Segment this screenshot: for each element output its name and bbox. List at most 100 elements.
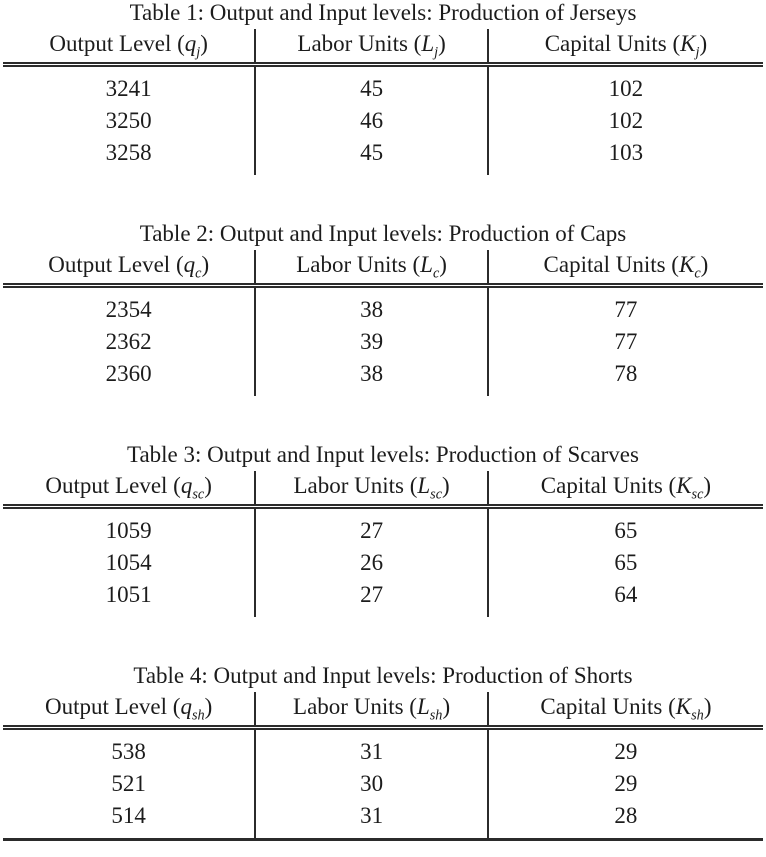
table-body: 538 31 29 521 30 29 514 31 28 (3, 727, 763, 840)
column-header-symbol: K (675, 694, 692, 719)
table-cell: 3250 (105, 108, 152, 133)
table-cell: 77 (486, 325, 763, 357)
column-header-symbol: L (417, 473, 431, 498)
column-header-symbol: K (676, 473, 692, 498)
table-row: 3250 46 102 (3, 104, 763, 136)
table-cell: 78 (486, 357, 763, 396)
column-header: Labor Units (Lsh) (254, 692, 488, 730)
table-row: 1059 27 65 (3, 506, 763, 546)
column-header-label: Output Level ( (45, 694, 181, 719)
column-header-paren: ) (699, 31, 708, 56)
column-header: Labor Units (Lj) (254, 29, 488, 67)
table-cell: 28 (486, 799, 763, 840)
column-header: Capital Units (Kc) (486, 250, 763, 288)
data-table: Output Level (qsc) Labor Units (Lsc) Capit… (3, 471, 763, 617)
table-row: 1054 26 65 (3, 546, 763, 578)
table-cell: 1051 (105, 582, 152, 607)
tables-container: Table 1: Output and Input levels: Produc… (3, 0, 763, 841)
column-header-label: Capital Units ( (540, 473, 677, 498)
table-cell: 64 (486, 578, 763, 617)
column-header-paren: ) (200, 31, 208, 56)
table-cell: 65 (486, 506, 763, 546)
column-header-label: Output Level ( (48, 252, 184, 277)
table-cell: 1059 (105, 518, 152, 543)
data-table: Output Level (qc) Labor Units (Lc) Capital… (3, 250, 763, 396)
table-caption: Table 3: Output and Input levels: Produc… (127, 442, 639, 467)
column-header: Labor Units (Lsc) (254, 471, 488, 509)
column-header-symbol: q (184, 31, 197, 56)
table-cell: 45 (254, 64, 488, 104)
column-header-label: Capital Units ( (544, 31, 681, 56)
column-header: Output Level (qj) (3, 29, 256, 67)
table-cell: 27 (254, 578, 488, 617)
table-cell: 38 (254, 357, 488, 396)
header-row: Output Level (qc) Labor Units (Lc) Capital… (3, 250, 763, 288)
column-header: Capital Units (Ksc) (486, 471, 763, 509)
table-cell: 65 (486, 546, 763, 578)
table-cell: 26 (254, 546, 488, 578)
table-cell: 2362 (105, 329, 152, 354)
column-header-label: Output Level ( (49, 31, 185, 56)
column-header-label: Capital Units ( (543, 252, 679, 277)
column-header-subscript: j (434, 44, 439, 61)
table-cell: 1054 (105, 550, 152, 575)
column-header-label: Labor Units ( (296, 252, 421, 277)
table-block: Table 2: Output and Input levels: Produc… (3, 221, 763, 396)
table-cell: 27 (254, 506, 488, 546)
table-caption: Table 1: Output and Input levels: Produc… (129, 0, 637, 25)
table-body: 2354 38 77 2362 39 77 2360 38 78 (3, 285, 763, 396)
column-header-symbol: L (421, 31, 435, 56)
table-cell: 103 (486, 136, 763, 175)
column-header-symbol: q (180, 694, 192, 719)
table-body: 1059 27 65 1054 26 65 1051 27 64 (3, 506, 763, 617)
table-body: 3241 45 102 3250 46 102 3258 45 103 (3, 64, 763, 175)
header-row: Output Level (qj) Labor Units (Lj) Capital… (3, 29, 763, 67)
column-header-symbol: q (183, 252, 196, 277)
table-row: 1051 27 64 (3, 578, 763, 617)
column-header-subscript: c (195, 265, 202, 282)
table-cell: 31 (254, 727, 488, 767)
column-header-symbol: L (420, 252, 433, 277)
column-header-label: Labor Units ( (293, 694, 417, 719)
column-header-subscript: c (694, 265, 701, 282)
table-row: 3241 45 102 (3, 64, 763, 104)
table-row: 538 31 29 (3, 727, 763, 767)
column-header-subscript: sc (192, 486, 205, 503)
column-header: Output Level (qc) (3, 250, 256, 288)
table-cell: 3241 (105, 76, 152, 101)
table-cell: 3258 (105, 140, 152, 165)
table-cell: 2360 (105, 361, 152, 386)
column-header-symbol: q (180, 473, 193, 498)
column-header: Capital Units (Ksh) (486, 692, 763, 730)
column-header: Labor Units (Lc) (254, 250, 488, 288)
column-header-subscript: sh (191, 707, 205, 724)
column-header-paren: ) (439, 252, 447, 277)
table-caption: Table 4: Output and Input levels: Produc… (133, 663, 633, 688)
column-header: Capital Units (Kj) (486, 29, 763, 67)
table-block: Table 1: Output and Input levels: Produc… (3, 0, 763, 175)
table-cell: 45 (254, 136, 488, 175)
table-cell: 77 (486, 285, 763, 325)
column-header-paren: ) (703, 473, 712, 498)
column-header-subscript: c (432, 265, 440, 282)
column-header-subscript: sc (691, 486, 704, 503)
table-row: 514 31 28 (3, 799, 763, 840)
column-header-paren: ) (700, 252, 709, 277)
table-row: 3258 45 103 (3, 136, 763, 175)
column-header-label: Labor Units ( (297, 31, 422, 56)
table-cell: 39 (254, 325, 488, 357)
column-header-subscript: j (196, 44, 201, 61)
table-cell: 31 (254, 799, 488, 840)
table-cell: 102 (486, 104, 763, 136)
table-caption: Table 2: Output and Input levels: Produc… (139, 221, 627, 246)
column-header-label: Labor Units ( (293, 473, 418, 498)
column-header: Output Level (qsh) (3, 692, 256, 730)
column-header-paren: ) (204, 694, 213, 719)
column-header: Output Level (qsc) (3, 471, 256, 509)
table-block: Table 3: Output and Input levels: Produc… (3, 442, 763, 617)
column-header-label: Output Level ( (45, 473, 181, 498)
table-cell: 521 (111, 771, 146, 796)
column-header-subscript: sh (429, 707, 443, 724)
table-cell: 2354 (105, 297, 152, 322)
table-row: 2362 39 77 (3, 325, 763, 357)
